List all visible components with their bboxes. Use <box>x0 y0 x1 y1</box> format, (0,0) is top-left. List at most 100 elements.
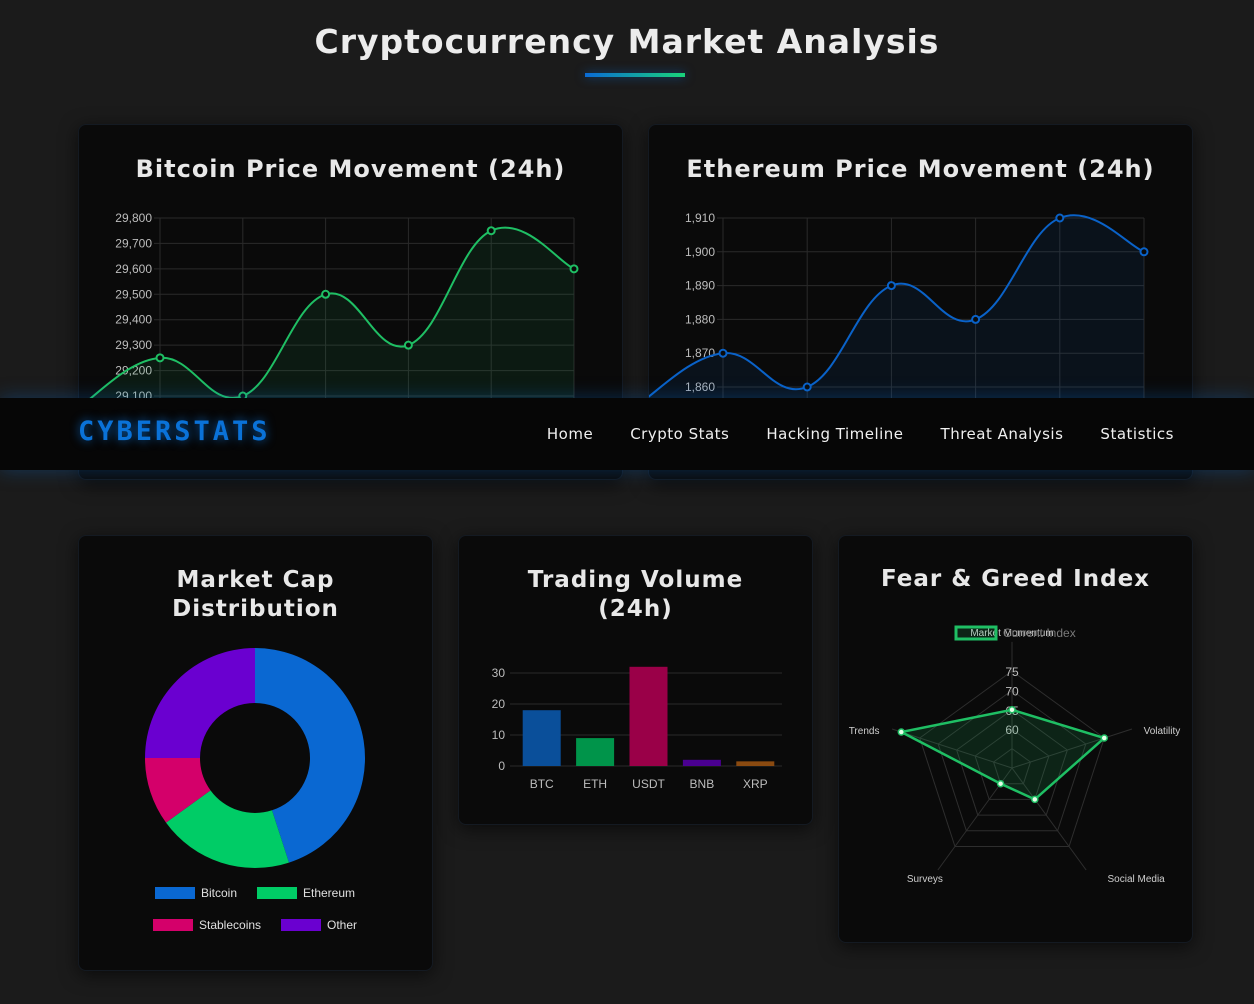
volume-title-line1: Trading Volume <box>527 567 744 593</box>
data-point[interactable] <box>403 340 413 350</box>
legend-item-other[interactable]: Other <box>281 918 357 932</box>
btc-chart-title: Bitcoin Price Movement (24h) <box>135 155 566 183</box>
fear-greed-card: Fear & Greed Index 75706560Market Moment… <box>838 535 1193 943</box>
slice-ethereum[interactable] <box>166 790 289 868</box>
legend-item-stablecoins[interactable]: Stablecoins <box>153 918 261 932</box>
radar-data-point[interactable] <box>1008 706 1016 714</box>
y-tick-label: 29,600 <box>115 262 152 276</box>
data-point[interactable] <box>1139 247 1149 257</box>
radar-grid-ring <box>919 670 1105 847</box>
legend-swatch-stablecoins <box>153 919 193 931</box>
legend-swatch-ethereum <box>257 887 297 899</box>
x-tick-label: XRP <box>743 777 768 791</box>
data-point[interactable] <box>321 289 331 299</box>
fear-greed-radar-chart: 75706560Market MomentumVolatilitySocial … <box>849 625 1181 885</box>
legend-label-bitcoin: Bitcoin <box>201 886 238 900</box>
radar-legend-swatch[interactable] <box>954 625 998 641</box>
data-point[interactable] <box>155 353 165 363</box>
eth-chart-title: Ethereum Price Movement (24h) <box>686 155 1155 183</box>
volume-title-line2: (24h) <box>598 596 673 622</box>
radar-data-point[interactable] <box>1100 734 1109 742</box>
bar-xrp[interactable] <box>736 761 775 766</box>
y-tick-label: 1,860 <box>685 380 715 394</box>
bar-bnb[interactable] <box>682 759 721 766</box>
data-point[interactable] <box>886 281 896 291</box>
y-tick-label: 1,880 <box>685 312 715 326</box>
radar-tick-label: 70 <box>1005 684 1019 698</box>
volume-bar-chart: 30 20 10 0 BTC ETH USDT BNB XRP <box>492 666 782 791</box>
radar-data-point[interactable] <box>1031 795 1039 804</box>
nav-links: Home Crypto Stats Hacking Timeline Threa… <box>510 398 1174 470</box>
y-tick-label: 1,910 <box>685 211 715 225</box>
marketcap-card: Market Cap Distribution Bitcoin Ethereum… <box>78 535 433 971</box>
x-tick-label: USDT <box>632 777 665 791</box>
legend-label-stablecoins: Stablecoins <box>199 918 262 932</box>
x-tick-label: ETH <box>583 777 607 791</box>
slice-bitcoin[interactable] <box>255 648 365 863</box>
radar-tick-label: 75 <box>1005 665 1019 679</box>
volume-card: Trading Volume (24h) 30 20 10 0 BTC ETH USDT BN… <box>458 535 813 825</box>
nav-link-hacking-timeline[interactable]: Hacking Timeline <box>766 425 904 443</box>
y-tick-label: 30 <box>492 666 506 680</box>
nav-link-threat-analysis[interactable]: Threat Analysis <box>940 425 1064 443</box>
nav-link-statistics[interactable]: Statistics <box>1100 425 1174 443</box>
radar-data-point[interactable] <box>897 728 906 736</box>
legend-swatch-bitcoin <box>155 887 195 899</box>
radar-axis-line <box>1011 767 1087 871</box>
line-area-fill <box>649 215 1144 447</box>
nav-link-home[interactable]: Home <box>546 425 594 443</box>
slice-stablecoins[interactable] <box>145 758 211 823</box>
fear-greed-title: Fear & Greed Index <box>880 566 1151 592</box>
marketcap-doughnut-chart <box>145 648 365 868</box>
nav-link-crypto-stats[interactable]: Crypto Stats <box>630 425 730 443</box>
radar-grid-ring <box>937 689 1087 832</box>
marketcap-title: Market Cap Distribution <box>79 566 432 624</box>
data-point[interactable] <box>971 314 981 324</box>
y-tick-label: 29,500 <box>115 287 152 301</box>
radar-grid-ring <box>974 728 1050 800</box>
bar-btc[interactable] <box>522 710 561 766</box>
radar-tick-label: 60 <box>1005 723 1019 737</box>
y-tick-label: 29,700 <box>115 236 152 250</box>
slice-other[interactable] <box>145 648 255 758</box>
y-tick-label: 20 <box>492 697 506 711</box>
radar-data-point[interactable] <box>996 779 1005 788</box>
radar-series-polygon <box>897 708 1107 801</box>
bar-usdt[interactable] <box>629 666 668 766</box>
y-tick-label: 29,200 <box>115 364 152 378</box>
radar-point-label: Market Momentum <box>970 628 1053 639</box>
legend-label-ethereum: Ethereum <box>303 886 356 900</box>
y-tick-label: 1,890 <box>685 279 715 293</box>
marketcap-title-line2: Distribution <box>172 596 339 622</box>
marketcap-title-line1: Market Cap <box>176 567 335 593</box>
y-tick-label: 10 <box>492 728 506 742</box>
x-tick-label: BNB <box>690 777 715 791</box>
y-tick-label: 29,400 <box>115 313 152 327</box>
data-point[interactable] <box>569 264 579 274</box>
y-tick-label: 1,900 <box>685 245 715 259</box>
y-tick-label: 0 <box>498 759 505 773</box>
y-tick-label: 29,800 <box>115 211 152 225</box>
legend-item-bitcoin[interactable]: Bitcoin <box>155 886 237 900</box>
legend-item-ethereum[interactable]: Ethereum <box>257 886 355 900</box>
data-point[interactable] <box>718 348 728 358</box>
legend-swatch-other <box>281 919 321 931</box>
radar-point-label: Volatility <box>1144 726 1181 737</box>
volume-title: Trading Volume (24h) <box>459 566 812 624</box>
y-tick-label: 29,300 <box>115 338 152 352</box>
site-logo[interactable]: CYBERSTATS <box>78 416 271 447</box>
data-point[interactable] <box>802 382 812 392</box>
radar-point-label: Social Media <box>1107 874 1165 885</box>
radar-axis-line <box>1011 728 1133 769</box>
radar-legend-label: Current Index <box>1003 626 1076 640</box>
page-title: Cryptocurrency Market Analysis <box>314 22 940 61</box>
radar-grid-ring <box>956 709 1068 816</box>
navbar: CYBERSTATS Home Crypto Stats Hacking Tim… <box>0 398 1254 470</box>
radar-point-label: Surveys <box>907 874 943 885</box>
data-point[interactable] <box>1055 213 1065 223</box>
bar-eth[interactable] <box>576 738 615 766</box>
data-point[interactable] <box>486 226 496 236</box>
legend-label-other: Other <box>327 918 358 932</box>
x-tick-label: BTC <box>530 777 554 791</box>
